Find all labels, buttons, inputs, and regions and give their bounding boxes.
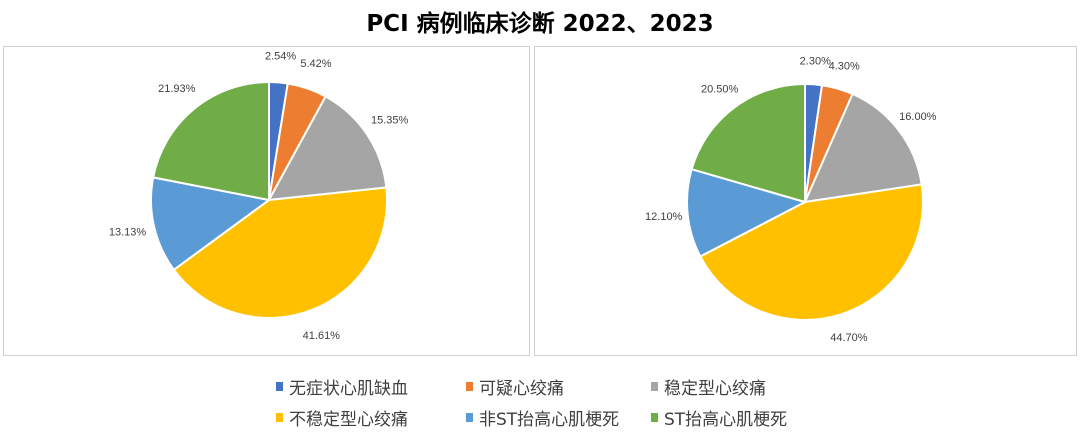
pie-panel-2022: 2.54% 5.42% 15.35% 41.61% 13.13% 21.93% bbox=[3, 46, 530, 356]
legend: 无症状心肌缺血 可疑心绞痛 稳定型心绞痛 不稳定型心绞痛 非ST抬高心肌梗死 S… bbox=[276, 374, 836, 430]
legend-swatch bbox=[466, 382, 473, 391]
legend-item: 不稳定型心绞痛 bbox=[276, 405, 466, 430]
chart-title: PCI 病例临床诊断 2022、2023 bbox=[366, 11, 714, 37]
data-label: 41.61% bbox=[303, 330, 341, 342]
legend-swatch bbox=[466, 413, 473, 422]
legend-label: 稳定型心绞痛 bbox=[664, 379, 766, 399]
legend-label: 无症状心肌缺血 bbox=[289, 379, 408, 399]
pie-slice bbox=[690, 82, 806, 204]
legend-item: 非ST抬高心肌梗死 bbox=[466, 405, 651, 430]
pie-slice bbox=[267, 95, 388, 202]
legend-label: 不稳定型心绞痛 bbox=[289, 410, 408, 430]
pie-slice bbox=[150, 176, 272, 272]
data-label: 21.93% bbox=[158, 83, 196, 95]
legend-label: ST抬高心肌梗死 bbox=[664, 410, 788, 430]
legend-swatch bbox=[276, 413, 283, 422]
legend-swatch bbox=[651, 413, 658, 422]
data-label: 15.35% bbox=[371, 115, 409, 127]
data-label: 4.30% bbox=[829, 61, 860, 73]
legend-swatch bbox=[651, 382, 658, 391]
data-label: 13.13% bbox=[109, 227, 147, 239]
legend-item: 无症状心肌缺血 bbox=[276, 374, 466, 399]
pie-slice bbox=[686, 167, 808, 258]
data-label: 2.54% bbox=[265, 50, 296, 62]
legend-item: 稳定型心绞痛 bbox=[651, 374, 836, 399]
data-label: 12.10% bbox=[645, 211, 683, 223]
legend-label: 可疑心绞痛 bbox=[479, 379, 564, 399]
pie-slice bbox=[698, 183, 924, 321]
data-label: 44.70% bbox=[830, 332, 868, 344]
legend-swatch bbox=[276, 382, 283, 391]
data-label: 20.50% bbox=[701, 83, 739, 95]
pie-slice bbox=[803, 92, 923, 204]
legend-item: ST抬高心肌梗死 bbox=[651, 405, 836, 430]
legend-item: 可疑心绞痛 bbox=[466, 374, 651, 399]
pie-chart-2022: 2.54% 5.42% 15.35% 41.61% 13.13% 21.93% bbox=[109, 50, 409, 342]
pie-slice bbox=[152, 80, 270, 202]
data-label: 16.00% bbox=[899, 111, 937, 123]
pie-panel-2023: 2.30% 4.30% 16.00% 44.70% 12.10% 20.50% bbox=[534, 46, 1077, 356]
legend-label: 非ST抬高心肌梗死 bbox=[479, 410, 620, 430]
data-label: 2.30% bbox=[800, 55, 831, 67]
pie-slice bbox=[172, 186, 388, 319]
data-label: 5.42% bbox=[300, 58, 331, 70]
pie-chart-2023: 2.30%4.30% 16.00% 44.70% 12.10% 20.50% bbox=[645, 55, 937, 344]
